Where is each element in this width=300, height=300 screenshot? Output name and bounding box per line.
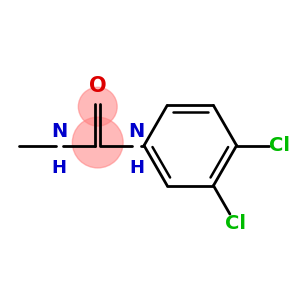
Text: O: O xyxy=(89,76,106,96)
Circle shape xyxy=(78,87,117,126)
Text: N: N xyxy=(128,122,145,141)
Text: H: H xyxy=(51,159,66,177)
Text: H: H xyxy=(129,159,144,177)
Circle shape xyxy=(72,117,123,168)
Text: N: N xyxy=(51,122,67,141)
Text: Cl: Cl xyxy=(269,136,290,155)
Text: Cl: Cl xyxy=(225,214,246,232)
